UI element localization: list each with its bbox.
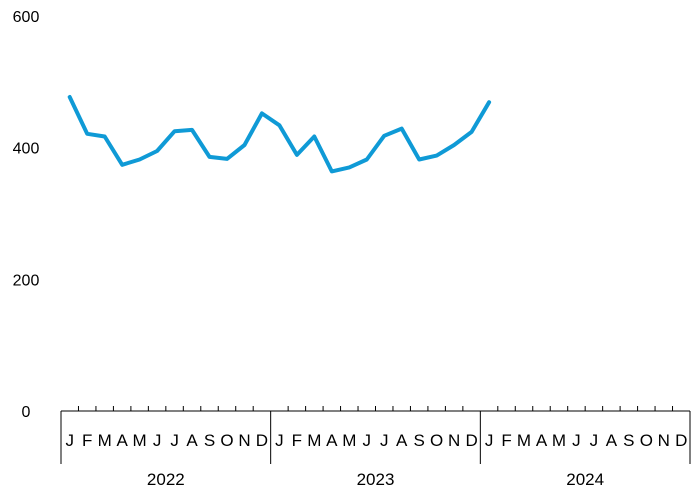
month-tick-label: M [517,431,531,450]
month-tick-label: J [590,431,599,450]
year-label: 2022 [147,470,185,489]
month-tick-label: D [675,431,687,450]
month-tick-label: J [363,431,372,450]
year-label: 2024 [566,470,604,489]
month-tick-label: M [133,431,147,450]
month-tick-label: F [82,431,92,450]
x-axis: J F M A M J J A S O N D J F M A M J J A S O N D J F M A M J J A S O N D2022… [60,406,691,489]
month-tick-label: M [307,431,321,450]
month-tick-label: A [396,431,408,450]
month-tick-label: S [204,431,215,450]
month-tick-label: J [65,431,74,450]
month-tick-label: A [606,431,618,450]
month-tick-label: D [256,431,268,450]
month-tick-label: A [186,431,198,450]
month-tick-label: A [326,431,338,450]
month-tick-label: M [552,431,566,450]
month-tick-label: J [380,431,389,450]
month-tick-label: N [658,431,670,450]
series-line [67,95,492,174]
month-tick-label: J [153,431,162,450]
month-tick-label: J [170,431,179,450]
y-tick-label: 400 [13,141,40,158]
month-tick-label: M [342,431,356,450]
month-tick-label: O [220,431,233,450]
month-tick-label: J [572,431,581,450]
month-tick-label: O [430,431,443,450]
y-tick-label: 600 [13,9,40,26]
month-tick-label: D [465,431,477,450]
month-tick-label: A [536,431,548,450]
y-axis-tick-labels: 0 200 400 600 [13,9,40,421]
month-tick-label: J [275,431,284,450]
month-tick-label: N [238,431,250,450]
year-label: 2023 [357,470,395,489]
month-tick-label: F [501,431,511,450]
month-tick-label: S [414,431,425,450]
y-tick-label: 0 [22,404,31,421]
month-tick-label: A [116,431,128,450]
month-tick-label: J [485,431,494,450]
series-layer [67,95,492,174]
month-tick-label: S [623,431,634,450]
month-tick-label: N [448,431,460,450]
month-tick-label: O [640,431,653,450]
month-tick-label: M [98,431,112,450]
month-tick-label: F [292,431,302,450]
y-tick-label: 200 [13,272,40,289]
